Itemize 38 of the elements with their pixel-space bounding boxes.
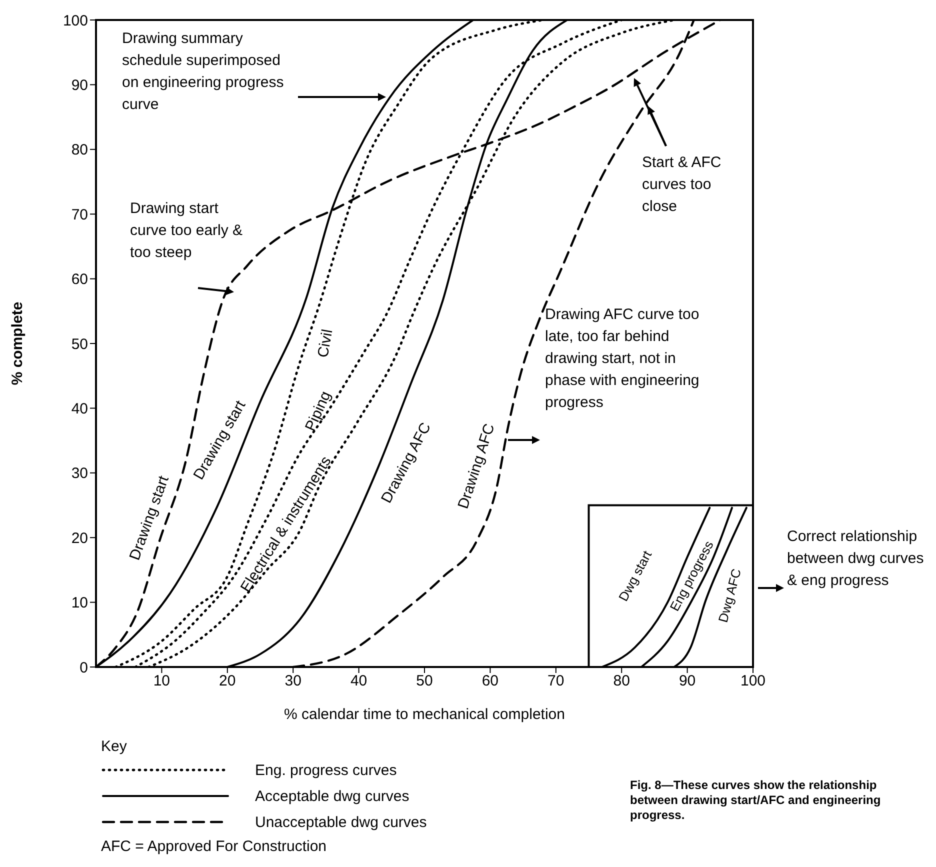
x-tick-label: 50 [416, 672, 433, 690]
annotation: Drawing start curve too early & too steep [130, 199, 244, 263]
y-tick-label: 30 [71, 465, 88, 482]
line-series [600, 506, 711, 667]
x-tick-label: 90 [678, 672, 696, 690]
x-tick-label: 30 [284, 672, 302, 690]
y-tick-label: 0 [80, 659, 88, 676]
legend-label: Dwg AFC [715, 567, 744, 624]
y-tick-label: 20 [71, 530, 88, 547]
y-tick-label: 90 [71, 77, 88, 94]
x-tick-label: 80 [613, 672, 630, 690]
text: Dwg start [616, 548, 655, 604]
text: Civil [314, 328, 336, 359]
y-tick-label: 60 [71, 271, 88, 288]
x-tick-label: 40 [350, 672, 368, 690]
y-tick-label: 40 [71, 400, 88, 418]
y-tick-label: 50 [71, 336, 88, 353]
text: AFC = Approved For Construction [101, 837, 327, 857]
text: Correct relationship between dwg curves & eng progress [787, 527, 925, 591]
text: Acceptable dwg curves [255, 787, 410, 807]
text: Key [101, 737, 127, 757]
x-tick-label: 100 [740, 672, 766, 690]
caption: Fig. 8—These curves show the relationship between drawing start/AFC and engineering progress. [630, 778, 882, 823]
text: Eng. progress curves [255, 761, 397, 781]
x-tick-label: 60 [482, 672, 499, 690]
annotation: Start & AFC curves too close [642, 153, 722, 217]
annotation: Drawing AFC curve too late, too far behind drawing start, not in phase with engineering progress [545, 305, 700, 413]
y-axis-title: % complete [9, 302, 26, 386]
y-tick-label: 70 [71, 206, 88, 224]
y-tick-label: 100 [62, 12, 88, 30]
x-tick-label: 10 [153, 672, 170, 690]
y-tick-label: 80 [71, 142, 88, 159]
text: Unacceptable dwg curves [255, 813, 427, 833]
y-tick-label: 10 [71, 594, 88, 612]
x-tick-label: 70 [548, 672, 564, 690]
annotation: Drawing summary schedule superimposed on engineering progress curve [122, 29, 285, 115]
x-tick-label: 20 [219, 672, 236, 690]
x-axis-title: % calendar time to mechanical completion [284, 706, 565, 723]
